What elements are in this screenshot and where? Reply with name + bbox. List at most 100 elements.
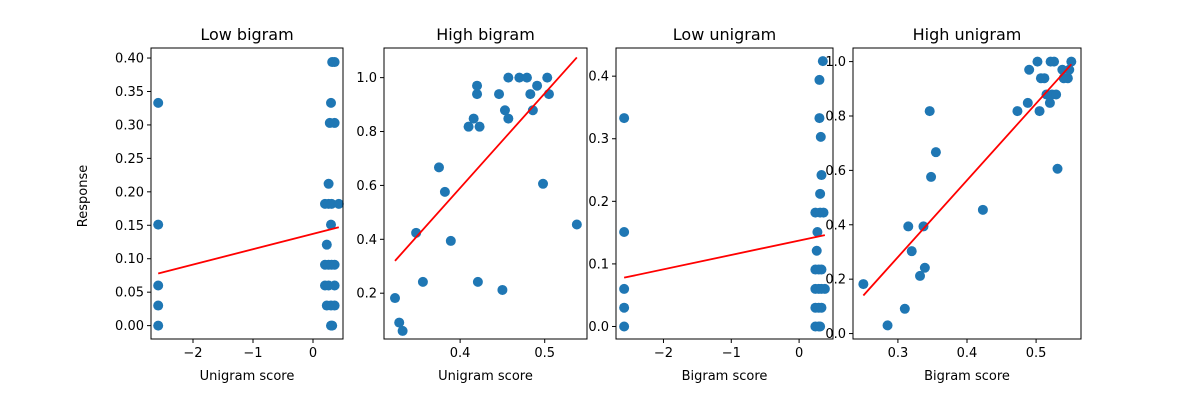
y-tick-label: 0.8 (825, 109, 846, 124)
data-point (1039, 73, 1050, 84)
data-point (153, 97, 164, 108)
data-point (619, 226, 630, 237)
data-point (326, 97, 336, 108)
subplot-title: Low bigram (200, 25, 293, 44)
x-axis-label: Unigram score (200, 369, 295, 384)
data-point (811, 245, 822, 256)
data-point (977, 204, 988, 215)
y-tick-label: 0.10 (115, 252, 144, 267)
y-tick-label: 0.25 (115, 152, 144, 167)
data-point (153, 280, 164, 291)
data-point (619, 302, 630, 313)
data-point (818, 207, 829, 218)
y-tick-label: 0.4 (356, 233, 377, 248)
x-tick-label: 0.5 (1026, 346, 1047, 361)
data-point (1022, 97, 1033, 108)
x-axis-label: Bigram score (682, 369, 768, 384)
y-tick-label: 0.2 (588, 195, 609, 210)
subplot-2: 0.4 0.5 0.2 0.4 0.6 0.8 1.0 High bigram Unigram … (356, 25, 588, 384)
regression-line (623, 234, 826, 279)
data-point (439, 186, 450, 197)
data-point (1044, 97, 1055, 108)
data-point (472, 276, 483, 287)
data-point (1066, 56, 1077, 67)
subplot-title: High bigram (436, 25, 535, 44)
x-tick-label: 0.3 (888, 346, 909, 361)
x-tick-label: −1 (243, 346, 262, 361)
x-tick-label: 0.4 (957, 346, 978, 361)
data-point (816, 170, 827, 181)
axes-frame (383, 47, 588, 340)
data-point (474, 121, 485, 132)
data-point (924, 106, 935, 117)
data-point (329, 300, 340, 311)
data-point (538, 178, 549, 189)
data-point (543, 89, 554, 100)
regression-line (394, 56, 578, 262)
x-tick-label: 0.4 (450, 346, 471, 361)
data-point (153, 219, 164, 230)
regression-line (157, 226, 340, 275)
data-point (819, 283, 830, 294)
data-point (1034, 106, 1045, 117)
data-point (817, 56, 828, 67)
x-tick-label: 0 (309, 346, 317, 361)
data-point (815, 131, 826, 142)
data-point (882, 320, 893, 331)
x-tick-label: −2 (654, 346, 673, 361)
subplot-title: Low unigram (673, 25, 776, 44)
x-tick-label: 0 (795, 346, 803, 361)
data-point (1024, 64, 1035, 75)
subplot-1: −2 −1 0 0.00 0.05 0.10 0.15 0.20 0.25 0.30 0.35 0.4… (115, 25, 344, 384)
data-point (445, 235, 456, 246)
data-point (1062, 73, 1073, 84)
data-point (812, 226, 823, 237)
data-point (329, 57, 340, 68)
data-point (1012, 106, 1023, 117)
y-tick-label: 0.6 (825, 164, 846, 179)
y-tick-label: 0.4 (588, 70, 609, 85)
data-point (329, 259, 340, 270)
x-tick-label: 0.5 (534, 346, 555, 361)
data-point (472, 80, 483, 91)
data-point (333, 198, 344, 209)
data-point (153, 300, 164, 311)
y-tick-label: 0.0 (825, 327, 846, 342)
data-point (463, 121, 474, 132)
data-point (497, 284, 508, 295)
data-point (503, 113, 514, 124)
data-point (521, 72, 532, 83)
data-point (918, 221, 929, 232)
data-point (815, 188, 826, 199)
y-tick-label: 0.1 (588, 257, 609, 272)
data-point (326, 198, 337, 209)
subplot-4: 0.3 0.4 0.5 0.0 0.2 0.4 0.6 0.8 1.0 High unigram B… (825, 25, 1082, 384)
data-point (619, 283, 630, 294)
data-point (153, 320, 164, 331)
data-point (619, 321, 630, 332)
x-axis-label: Bigram score (924, 369, 1010, 384)
data-point (499, 105, 510, 116)
data-point (915, 270, 926, 281)
y-tick-label: 1.0 (825, 55, 846, 70)
data-point (1032, 56, 1043, 67)
data-point (919, 262, 930, 273)
y-tick-label: 0.05 (115, 286, 144, 301)
data-point (1052, 163, 1063, 174)
y-tick-label: 0.0 (588, 320, 609, 335)
subplot-3: −2 −1 0 0.0 0.1 0.2 0.3 0.4 Low unigram Bigram sc… (588, 25, 834, 384)
y-tick-label: 0.2 (356, 287, 377, 302)
data-point (323, 178, 334, 189)
data-point (433, 162, 444, 173)
y-tick-label: 0.3 (588, 132, 609, 147)
data-point (571, 219, 582, 230)
regression-line (862, 63, 1072, 297)
data-point (525, 89, 536, 100)
y-tick-label: 0.2 (825, 273, 846, 288)
axes-frame (615, 47, 834, 340)
data-point (1064, 64, 1075, 75)
y-tick-label: 0.6 (356, 179, 377, 194)
data-point (329, 280, 340, 291)
